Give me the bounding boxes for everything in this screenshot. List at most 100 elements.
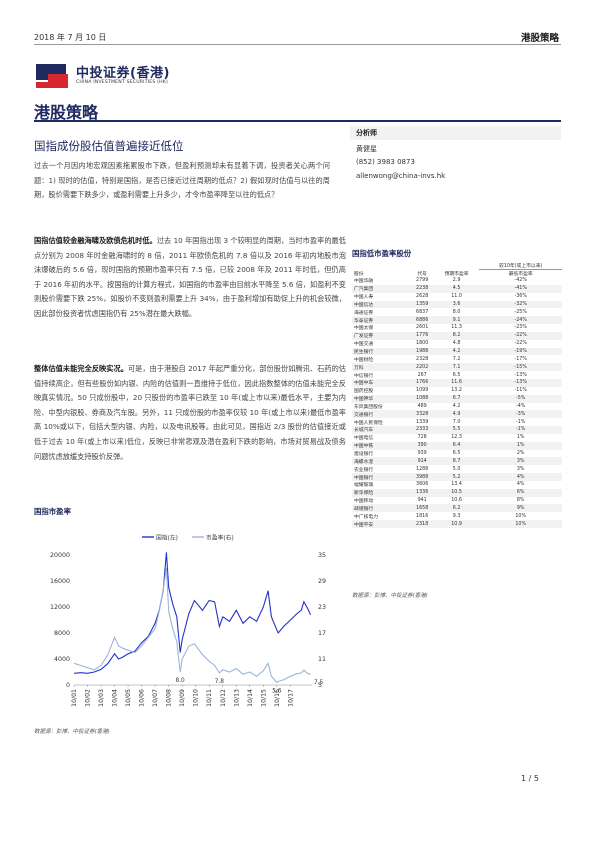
table-row: 海螺水泥 914 8.7 3% xyxy=(352,457,562,466)
stock-code-cell: 941 xyxy=(417,498,427,504)
min-pe-diff-cell: -19% xyxy=(479,347,562,356)
analyst-heading: 分析师 xyxy=(350,126,561,140)
stock-name-cell: 农业银行 xyxy=(354,467,374,473)
stock-name-cell: 华泰证券 xyxy=(352,316,411,325)
min-pe-diff-cell: 10% xyxy=(515,513,527,519)
min-pe-diff-cell: -36% xyxy=(514,294,527,300)
stock-code-cell: 3606 xyxy=(416,482,429,488)
forward-pe-cell: 6.7 xyxy=(433,394,480,403)
x-tick-label: 10/10 xyxy=(193,689,200,707)
stock-code-cell: 2799 xyxy=(416,278,429,284)
chart-source: 数据源：彭博、中投证券(香港) xyxy=(34,729,110,735)
x-tick-label: 10/06 xyxy=(139,689,146,707)
forward-pe-cell: 4.2 xyxy=(452,403,461,409)
y-right-tick: 23 xyxy=(318,604,326,611)
y-right-tick: 35 xyxy=(318,552,326,559)
logo-name-cn: 中投证券(香港) xyxy=(76,66,170,81)
table-row: 中国信达 1359 3.6 -32% xyxy=(352,300,562,309)
table-body: 中国华融 2799 2.9 -42% 广汽集团 2238 4.5 -41% 中国人寿 2628 11… xyxy=(352,277,562,528)
min-pe-diff-cell: -11% xyxy=(514,388,527,394)
table-row: 长城汽车 2333 5.5 -1% xyxy=(352,426,562,434)
stock-name-cell: 中国中铁 xyxy=(352,441,411,450)
table-row: 新华保险 1336 10.5 6% xyxy=(352,488,562,497)
forward-pe-cell: 8.2 xyxy=(433,331,480,340)
x-tick-label: 10/02 xyxy=(85,689,92,707)
stock-code-cell: 2202 xyxy=(410,363,434,372)
stock-code-cell: 939 xyxy=(417,450,427,456)
stock-code-cell: 1816 xyxy=(416,513,429,519)
pe-annotation-label: 7.8 xyxy=(215,679,225,685)
table-row: 海通证券 6837 8.0 -25% xyxy=(352,308,562,316)
article-title: 国指成份股估值普遍接近低位 xyxy=(34,139,184,153)
stock-code-cell: 2328 xyxy=(416,356,429,362)
stock-code-cell: 1800 xyxy=(416,341,429,347)
table-row: 农业银行 1288 5.0 3% xyxy=(352,465,562,473)
stock-name-cell: 中国太保 xyxy=(354,326,374,332)
table-row: 民生银行 1988 4.2 -19% xyxy=(352,347,562,356)
min-pe-diff-cell: -42% xyxy=(514,278,527,284)
stock-code-cell: 1988 xyxy=(410,347,434,356)
table-header-top: 较10年(或上市以来) xyxy=(479,262,562,270)
min-pe-diff-cell: -13% xyxy=(479,378,562,387)
min-pe-diff-cell: -22% xyxy=(514,341,527,347)
forward-pe-cell: 5.5 xyxy=(433,426,480,434)
forward-pe-cell: 4.2 xyxy=(433,347,480,356)
forward-pe-cell: 5.0 xyxy=(452,466,461,472)
table-row: 广汽集团 2238 4.5 -41% xyxy=(352,284,562,293)
forward-pe-cell: 8.0 xyxy=(452,309,461,315)
stock-name-cell: 海通证券 xyxy=(354,310,374,316)
article-paragraph-2: 整体估值未能完全反映实况。可是，由于港股自 2017 年起严重分化，部份股份如腾… xyxy=(34,364,346,461)
y-left-tick: 16000 xyxy=(50,578,70,585)
forward-pe-cell: 7.0 xyxy=(452,419,461,425)
x-tick-label: 10/09 xyxy=(179,689,186,707)
stock-name-cell: 民生银行 xyxy=(352,347,411,356)
page-number: 1 / 5 xyxy=(521,774,539,783)
stock-name-cell: 海螺水泥 xyxy=(352,457,411,466)
stock-code-cell: 1099 xyxy=(416,388,429,394)
stock-name-cell: 广发证券 xyxy=(352,331,411,340)
min-pe-diff-cell: -1% xyxy=(479,426,562,434)
pe-annotation-label: 5.6 xyxy=(272,688,282,694)
col-min-pe: 最低市盈率 xyxy=(508,272,533,277)
min-pe-diff-cell: -4% xyxy=(516,403,526,409)
hscei-pe-chart: 国指(左) 市盈率(右) 0 4000 8000 12000 16000 20000 5 11 17… xyxy=(50,534,326,707)
table-row: 国药控股 1099 13.2 -11% xyxy=(352,387,562,395)
forward-pe-cell: 2.9 xyxy=(452,278,461,284)
col-stock: 股份 xyxy=(354,271,364,277)
forward-pe-cell: 7.1 xyxy=(433,363,480,372)
table-row: 中国人民保险 1339 7.0 -1% xyxy=(352,418,562,426)
y-left-tick: 4000 xyxy=(54,656,70,663)
analyst-phone: (852) 3983 0873 xyxy=(356,158,415,166)
chart-title: 国指市盈率 xyxy=(34,507,71,516)
table-row: 华泰证券 6886 9.1 -24% xyxy=(352,316,562,325)
min-pe-diff-cell: -5% xyxy=(479,394,562,403)
stock-code-cell: 1776 xyxy=(410,331,434,340)
table-row: 中国人寿 2628 11.0 -36% xyxy=(352,293,562,301)
stock-code-cell: 2238 xyxy=(410,284,434,293)
title-divider xyxy=(34,120,561,122)
table-row: 中国电信 728 12.3 1% xyxy=(352,434,562,442)
stock-name-cell: 中国电信 xyxy=(354,436,374,442)
header-title: 港股策略 xyxy=(520,33,559,44)
table-row: 中国太保 2601 11.3 -23% xyxy=(352,324,562,332)
y-right-tick: 11 xyxy=(318,656,326,663)
stock-name-cell: 中国平安 xyxy=(352,520,411,528)
stock-name-cell: 中国人民保险 xyxy=(354,420,383,426)
y-left-tick: 0 xyxy=(66,682,70,689)
table-row: 中广核电力 1816 9.3 10% xyxy=(352,512,562,520)
forward-pe-cell: 9.3 xyxy=(452,513,461,519)
table-row: 万科 2202 7.1 -15% xyxy=(352,363,562,372)
stock-code-cell: 6886 xyxy=(410,316,434,325)
min-pe-diff-cell: 9% xyxy=(479,504,562,513)
forward-pe-cell: 10.5 xyxy=(433,488,480,497)
min-pe-diff-cell: 1% xyxy=(479,441,562,450)
forward-pe-cell: 6.4 xyxy=(433,441,480,450)
y-right-tick: 29 xyxy=(318,578,326,585)
analyst-email[interactable]: allenwong@china-invs.hk xyxy=(356,172,446,180)
logo-mark-icon xyxy=(36,64,68,88)
table-row: 广发证券 1776 8.2 -22% xyxy=(352,331,562,340)
stock-name-cell: 中国交通 xyxy=(354,342,374,348)
x-tick-label: 10/15 xyxy=(260,689,267,707)
table-row: 邮储银行 1658 6.2 9% xyxy=(352,504,562,513)
stock-name-cell: 中国财险 xyxy=(354,357,374,363)
